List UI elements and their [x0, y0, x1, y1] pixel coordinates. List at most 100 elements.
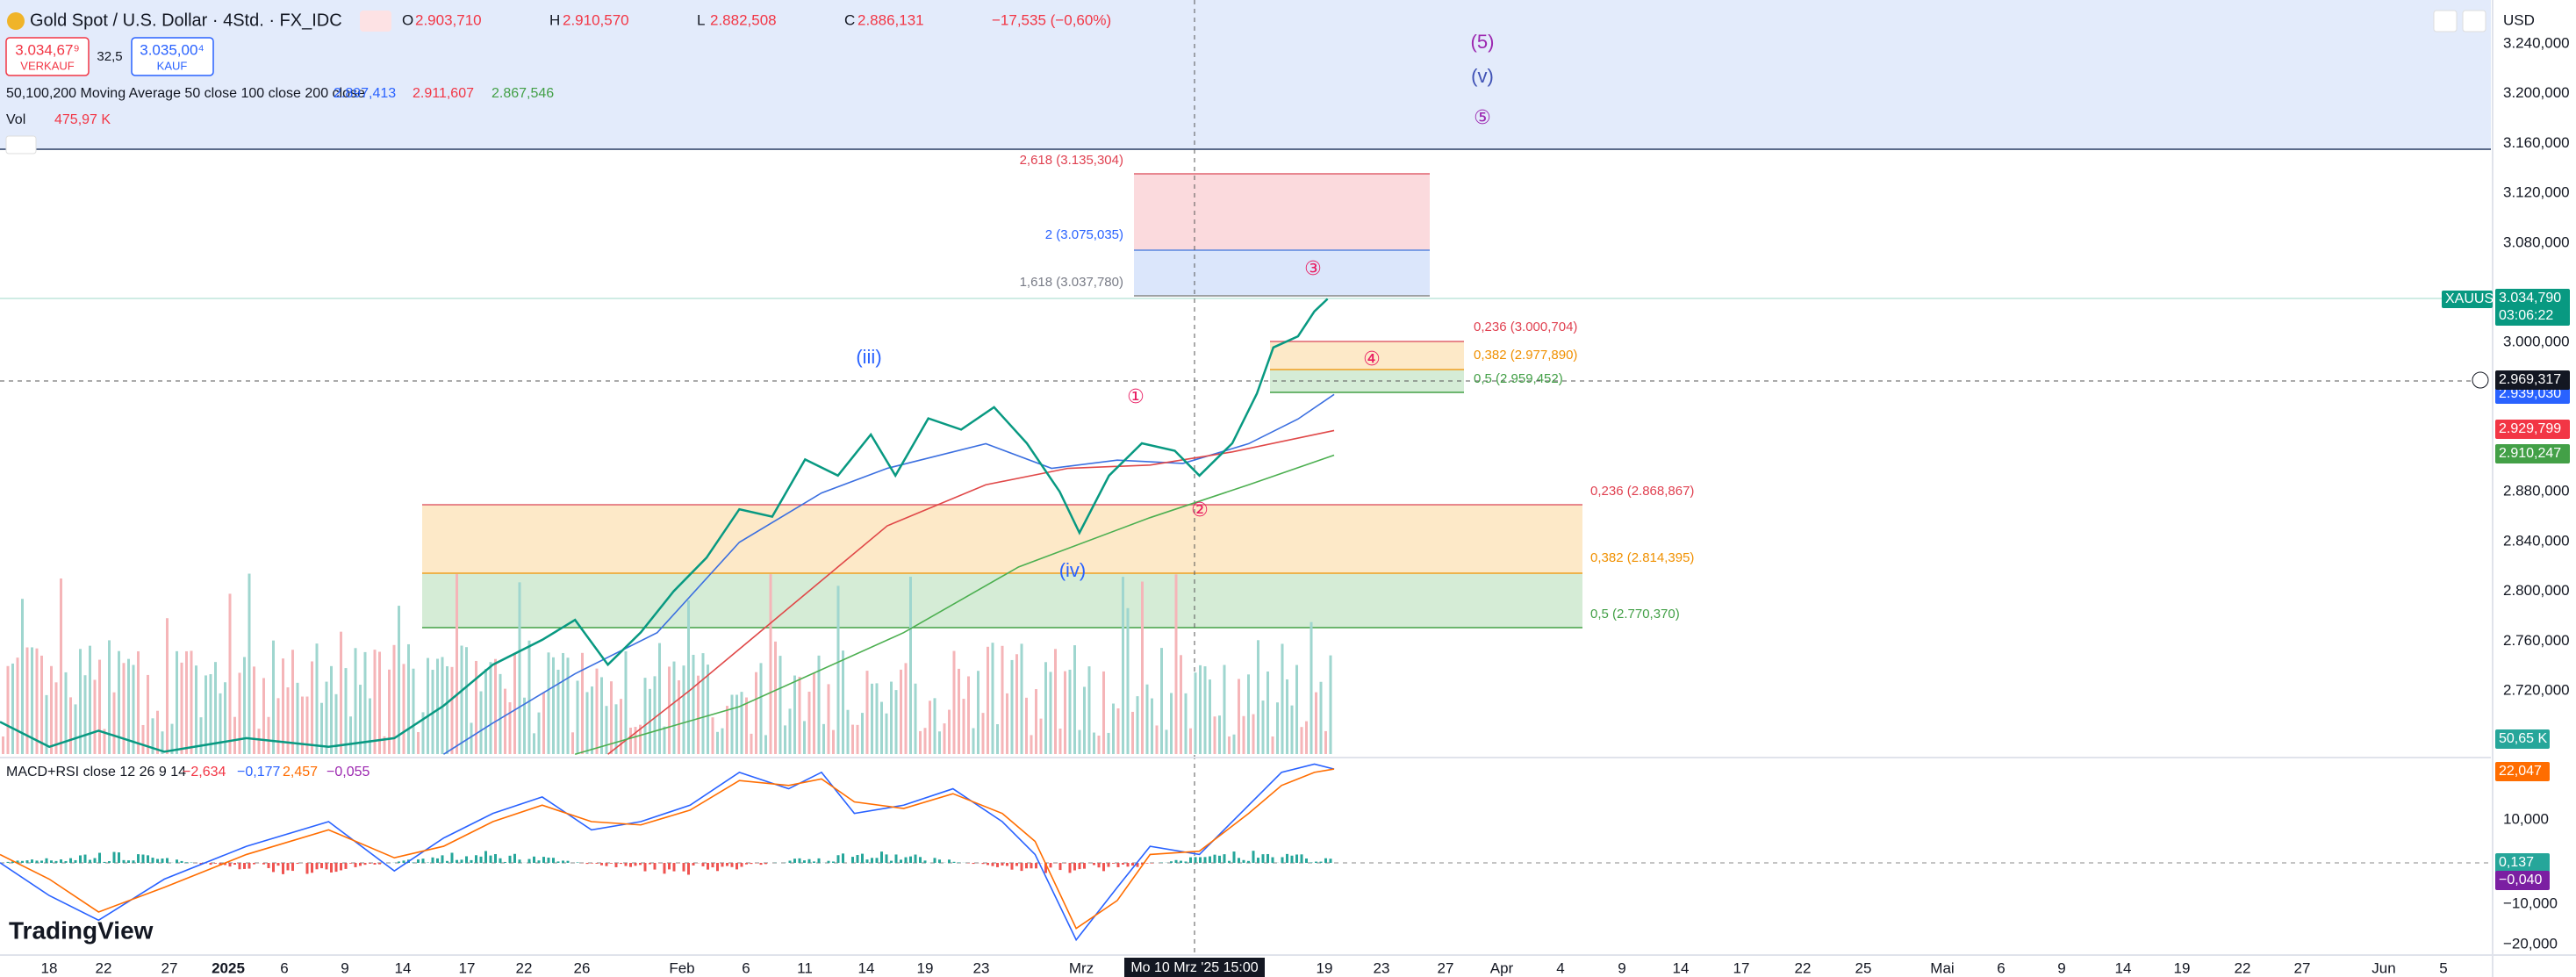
volume-bar: [1049, 672, 1052, 754]
volume-bar: [359, 685, 362, 754]
hist-bar: [228, 863, 232, 867]
volume-bar: [276, 698, 280, 754]
volume-bar: [687, 600, 690, 754]
scroll-button[interactable]: [2433, 10, 2458, 32]
hist-bar: [851, 857, 854, 863]
price-tick-label: 3.200,000: [2503, 84, 2570, 101]
buy-button[interactable]: [131, 37, 214, 76]
hist-bar: [334, 863, 338, 873]
hist-bar: [1010, 863, 1014, 870]
symbol-icon: [7, 12, 25, 30]
hist-bar: [1151, 863, 1153, 864]
crosshair-price-bg: [2495, 370, 2570, 390]
hist-bar: [707, 863, 709, 870]
hist-bar: [629, 863, 632, 867]
volume-bar: [600, 677, 603, 754]
collapse-button[interactable]: [5, 135, 37, 154]
time-label: 6: [280, 959, 288, 976]
volume-bar: [1122, 577, 1124, 754]
hist-bar: [1145, 863, 1149, 864]
hist-bar: [1131, 863, 1134, 866]
hist-bar: [185, 862, 188, 863]
hist-bar: [417, 859, 420, 863]
volume-bar: [658, 643, 661, 754]
hist-bar: [904, 857, 908, 863]
hist-bar: [972, 863, 975, 865]
hist-bar: [315, 863, 319, 870]
time-label: 22: [1795, 959, 1812, 976]
volume-bar: [605, 706, 608, 754]
volume-bar: [764, 735, 767, 754]
volume-bar: [363, 651, 367, 754]
volume-bar: [527, 640, 531, 754]
wave-label: (v): [1471, 65, 1494, 87]
volume-bar: [1223, 665, 1226, 754]
volume-bar: [132, 665, 135, 754]
macd-tick-label: −10,000: [2503, 894, 2558, 911]
hist-bar: [450, 852, 454, 863]
hist-bar: [764, 863, 767, 865]
hist-bar: [421, 858, 425, 863]
time-label: 14: [858, 959, 875, 976]
hist-bar: [369, 863, 371, 864]
hist-bar: [562, 860, 564, 863]
volume-bar: [1203, 666, 1207, 754]
hist-bar: [692, 863, 695, 866]
hist-bar: [1315, 861, 1317, 863]
hist-bar: [108, 861, 111, 863]
hist-bar: [441, 855, 444, 863]
volume-bar: [417, 732, 420, 754]
volume-bar: [711, 717, 714, 754]
hist-bar: [1194, 857, 1197, 863]
hist-badge: 0,137: [2499, 855, 2534, 870]
wave-label: ①: [1127, 385, 1144, 407]
volume-bar: [663, 726, 666, 754]
volume-bar: [779, 656, 782, 754]
volume-bar: [692, 654, 695, 754]
volume-bar: [938, 731, 941, 754]
hist-bar: [900, 859, 902, 863]
hist-bar: [16, 860, 19, 863]
hist-bar: [330, 863, 333, 873]
volume-bar: [610, 681, 613, 754]
volume-bar: [388, 669, 391, 754]
sell-price: 3.034,67⁹: [15, 41, 79, 58]
hist-bar: [1271, 857, 1274, 863]
volume-bar: [402, 664, 405, 754]
sell-button[interactable]: [5, 37, 90, 76]
volume-bar: [494, 658, 497, 754]
hist-bar: [513, 853, 516, 863]
hist-bar: [504, 861, 506, 863]
hist-bar: [1189, 857, 1192, 863]
time-label: 25: [1855, 959, 1872, 976]
last-price-bg: [2495, 289, 2570, 326]
hist-bar: [1035, 863, 1037, 869]
hist-bar: [243, 863, 246, 869]
hist-bar: [1319, 861, 1323, 863]
fib-zone-orange: [1270, 341, 1464, 370]
ohlc: O 2.903,710 H 2.910,570 L 2.882,508 C 2.886,131: [402, 11, 924, 28]
hist-bar: [634, 863, 637, 866]
volume-bar: [74, 704, 77, 754]
volume-bar: [996, 724, 999, 754]
volume-bar: [427, 657, 429, 754]
hist-bar: [605, 863, 608, 866]
volume-bar: [900, 669, 902, 754]
hist-bar: [948, 859, 951, 863]
time-label: 9: [2057, 959, 2065, 976]
hist-bar: [446, 860, 448, 863]
ma-title: 50,100,200 Moving Average 50 close 100 c…: [6, 86, 365, 101]
volume-bar: [981, 713, 985, 754]
volume-bar: [653, 676, 657, 754]
volume-bar: [54, 682, 58, 754]
volume-bar: [513, 654, 516, 754]
hist-bar: [807, 858, 811, 863]
volume-bar: [118, 650, 120, 754]
hist-bar: [272, 863, 275, 873]
hist-bar: [214, 863, 217, 864]
fullscreen-button[interactable]: [2462, 10, 2486, 32]
hist-bar: [1252, 851, 1255, 863]
volume-bar: [740, 692, 743, 754]
volume-bar: [228, 593, 232, 754]
